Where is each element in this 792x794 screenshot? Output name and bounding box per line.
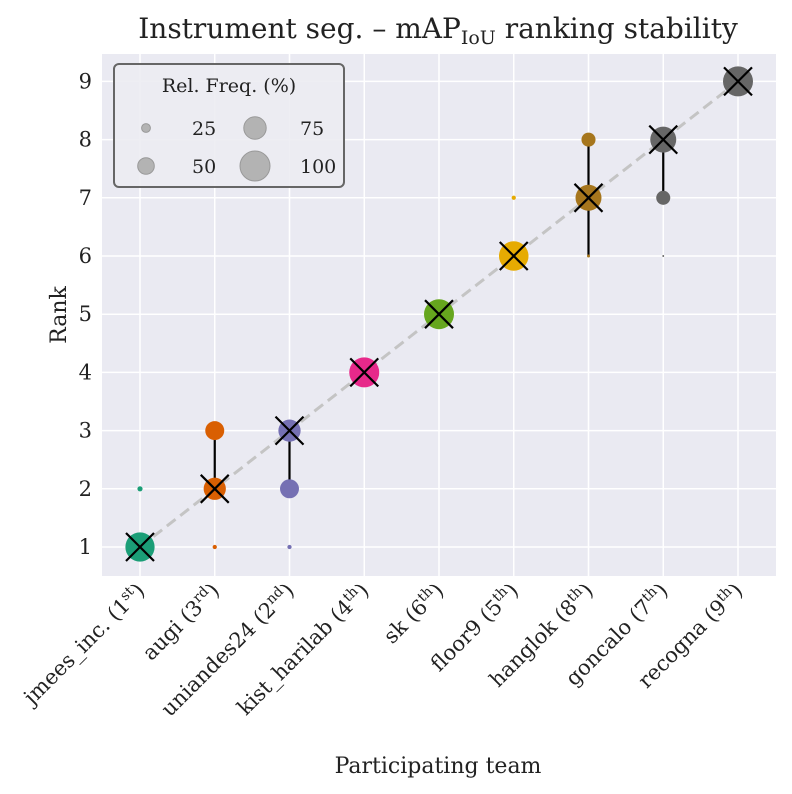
rank-frequency-bubble [581,132,596,147]
legend-label-100: 100 [300,156,336,178]
x-tick-label: jmees_inc. (1st) [16,578,149,711]
legend-label-75: 75 [300,118,324,140]
legend-marker-50 [137,157,155,175]
rank-frequency-bubble [656,190,671,205]
original-rank-marker [349,357,380,388]
x-tick-label: uniandes24 (2nd) [156,578,299,721]
chart-title-subscript: IoU [461,27,496,49]
rank-frequency-bubble [662,255,665,257]
legend-marker-25 [141,123,151,133]
original-rank-marker [274,415,305,446]
rank-frequency-bubble [511,195,516,200]
y-tick-label: 2 [79,477,92,501]
chart-title-suffix: ranking stability [496,12,738,45]
y-tick-label: 5 [79,302,92,326]
y-tick-label: 4 [79,360,92,384]
x-axis-label: Participating team [335,754,542,779]
original-rank-marker [648,124,679,155]
y-axis-label: Rank [47,285,72,343]
y-tick-label: 9 [79,69,92,93]
original-rank-marker [125,532,155,562]
y-tick-label: 6 [79,244,92,268]
rank-frequency-bubble [287,544,292,550]
rank-frequency-bubble [137,486,143,492]
legend-label-50: 50 [192,156,216,178]
rank-frequency-bubble [205,421,225,441]
rank-frequency-bubble [212,544,217,550]
rank-frequency-bubble [587,254,590,258]
legend-frame [113,63,345,188]
original-rank-marker [498,241,529,271]
y-tick-label: 7 [79,186,92,210]
original-rank-marker [723,66,753,97]
legend-marker-75 [243,116,267,140]
y-tick-label: 1 [79,535,92,559]
legend-label-25: 25 [192,118,216,140]
legend-title: Rel. Freq. (%) [162,75,296,97]
original-rank-marker [424,299,454,329]
legend: Rel. Freq. (%) 25 75 50 100 [113,63,345,188]
y-tick-label: 3 [79,419,92,443]
original-rank-marker [573,183,604,213]
rank-frequency-bubble [280,479,299,499]
x-tick-label: sk (6th) [378,578,448,648]
original-rank-marker [199,474,230,504]
x-tick-label: kist_harilab (4th) [232,578,374,720]
chart-title: Instrument seg. – mAPIoU ranking stabili… [138,12,738,49]
legend-marker-100 [239,150,271,182]
y-tick-label: 8 [79,128,92,152]
